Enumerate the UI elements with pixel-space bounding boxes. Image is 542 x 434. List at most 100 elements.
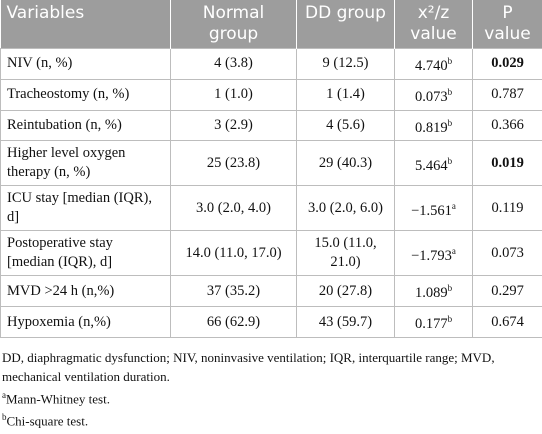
variable: Hypoxemia (n,%) (7, 313, 111, 330)
dd-value: 1 (1.4) (326, 86, 365, 103)
cell: 0.119 (472, 185, 542, 232)
cell: 1 (1.0) (170, 78, 297, 111)
stat-value: 1.089 (414, 285, 448, 302)
cell: 3 (2.9) (170, 109, 297, 142)
results-table: Variables Normal group DD group x²/z value P… (0, 0, 542, 339)
normal-value: 3.0 (2.0, 4.0) (196, 199, 271, 216)
header-cell: Normal group (170, 0, 297, 49)
stat-value: 0.073 (414, 88, 448, 105)
cell: NIV (n, %) (0, 48, 171, 80)
p-value: 0.787 (491, 86, 524, 103)
p-value: 0.119 (491, 199, 524, 216)
footnote-mark: a (2, 390, 6, 401)
cell: ICU stay [median (IQR), d] (0, 185, 171, 232)
cell: 0.177b (394, 306, 473, 339)
stat-note: b (447, 117, 453, 128)
cell: 0.787 (472, 78, 542, 111)
cell: 4 (3.8) (170, 48, 297, 80)
p-value: 0.297 (491, 282, 524, 299)
header-text: P value (484, 3, 531, 44)
stat-note: a (451, 245, 456, 256)
stat-value: 0.819 (414, 119, 448, 136)
variable: MVD >24 h (n,%) (7, 282, 115, 299)
header-text: Variables (6, 3, 85, 23)
normal-value: 1 (1.0) (214, 86, 253, 103)
header-text: Normal group (202, 3, 265, 44)
table-row: Tracheostomy (n, %) 1 (1.0) 1 (1.4) 0.073b 0… (0, 78, 542, 111)
cell: 4.740b (394, 48, 473, 80)
cell: 25 (23.8) (170, 140, 297, 187)
variable: Tracheostomy (n, %) (7, 86, 130, 103)
dd-value: 9 (12.5) (322, 55, 369, 72)
table-body: NIV (n, %) 4 (3.8) 9 (12.5) 4.740b 0.029 Trac… (0, 48, 542, 339)
variable: ICU stay [median (IQR), d] (7, 190, 152, 226)
cell: 43 (59.7) (296, 306, 395, 339)
footnote: aMann-Whitney test. (2, 386, 540, 408)
cell: 0.819b (394, 109, 473, 142)
cell: 37 (35.2) (170, 275, 297, 308)
stat-note: a (451, 200, 456, 211)
cell: 3.0 (2.0, 4.0) (170, 185, 297, 232)
header-cell: DD group (296, 0, 395, 49)
cell: Hypoxemia (n,%) (0, 306, 171, 339)
table-row: ICU stay [median (IQR), d] 3.0 (2.0, 4.0)… (0, 185, 542, 232)
footnote: bChi-square test. (2, 408, 540, 430)
table-row: Hypoxemia (n,%) 66 (62.9) 43 (59.7) 0.177b 0… (0, 306, 542, 339)
p-value: 0.029 (491, 55, 524, 72)
stat-note: b (447, 155, 453, 166)
stat-value: −1.793 (411, 247, 452, 264)
cell: 0.019 (472, 140, 542, 187)
p-value: 0.674 (491, 313, 524, 330)
stat-value: 0.177 (414, 316, 448, 333)
cell: 14.0 (11.0, 17.0) (170, 230, 297, 277)
normal-value: 37 (35.2) (206, 282, 261, 299)
header-cell: Variables (0, 0, 171, 49)
variable: Reintubation (n, %) (7, 117, 122, 134)
cell: −1.793a (394, 230, 473, 277)
normal-value: 25 (23.8) (206, 154, 261, 171)
normal-value: 66 (62.9) (206, 313, 261, 330)
p-value: 0.073 (491, 244, 524, 261)
cell: −1.561a (394, 185, 473, 232)
cell: 0.674 (472, 306, 542, 339)
footnote-text: Mann-Whitney test. (6, 391, 110, 407)
normal-value: 3 (2.9) (214, 117, 253, 134)
cell: 5.464b (394, 140, 473, 187)
table-row: Reintubation (n, %) 3 (2.9) 4 (5.6) 0.819b 0… (0, 109, 542, 142)
dd-value: 20 (27.8) (318, 282, 373, 299)
table-row: NIV (n, %) 4 (3.8) 9 (12.5) 4.740b 0.029 (0, 48, 542, 80)
cell: 0.029 (472, 48, 542, 80)
stat-value: 4.740 (414, 57, 448, 74)
p-value: 0.366 (491, 117, 524, 134)
cell: 1.089b (394, 275, 473, 308)
cell: 4 (5.6) (296, 109, 395, 142)
stat-note: b (447, 283, 453, 294)
dd-value: 29 (40.3) (318, 154, 373, 171)
p-value: 0.019 (491, 154, 524, 171)
stat-note: b (447, 314, 453, 325)
cell: 0.073 (472, 230, 542, 277)
dd-value: 15.0 (11.0, 21.0) (314, 235, 377, 271)
cell: Higher level oxygen therapy (n, %) (0, 140, 171, 187)
stat-value: −1.561 (411, 202, 452, 219)
cell: 0.297 (472, 275, 542, 308)
cell: MVD >24 h (n,%) (0, 275, 171, 308)
table-row: Higher level oxygen therapy (n, %) 25 (23… (0, 140, 542, 187)
footnote-text: Chi-square test. (6, 413, 89, 429)
abbreviations: DD, diaphragmatic dysfunction; NIV, noni… (2, 350, 495, 385)
cell: Tracheostomy (n, %) (0, 78, 171, 111)
normal-value: 14.0 (11.0, 17.0) (185, 244, 282, 261)
cell: Postoperative stay [median (IQR), d] (0, 230, 171, 277)
dd-value: 3.0 (2.0, 6.0) (308, 199, 383, 216)
header-text: DD group (305, 3, 386, 23)
normal-value: 4 (3.8) (214, 55, 253, 72)
dd-value: 43 (59.7) (318, 313, 373, 330)
variable: Postoperative stay [median (IQR), d] (7, 235, 113, 271)
cell: 20 (27.8) (296, 275, 395, 308)
cell: 9 (12.5) (296, 48, 395, 80)
stat-note: b (447, 56, 453, 66)
cell: Reintubation (n, %) (0, 109, 171, 142)
footnote-mark: b (2, 412, 7, 423)
table-row: Postoperative stay [median (IQR), d] 14.0… (0, 230, 542, 277)
header-text: x²/z value (410, 3, 457, 44)
